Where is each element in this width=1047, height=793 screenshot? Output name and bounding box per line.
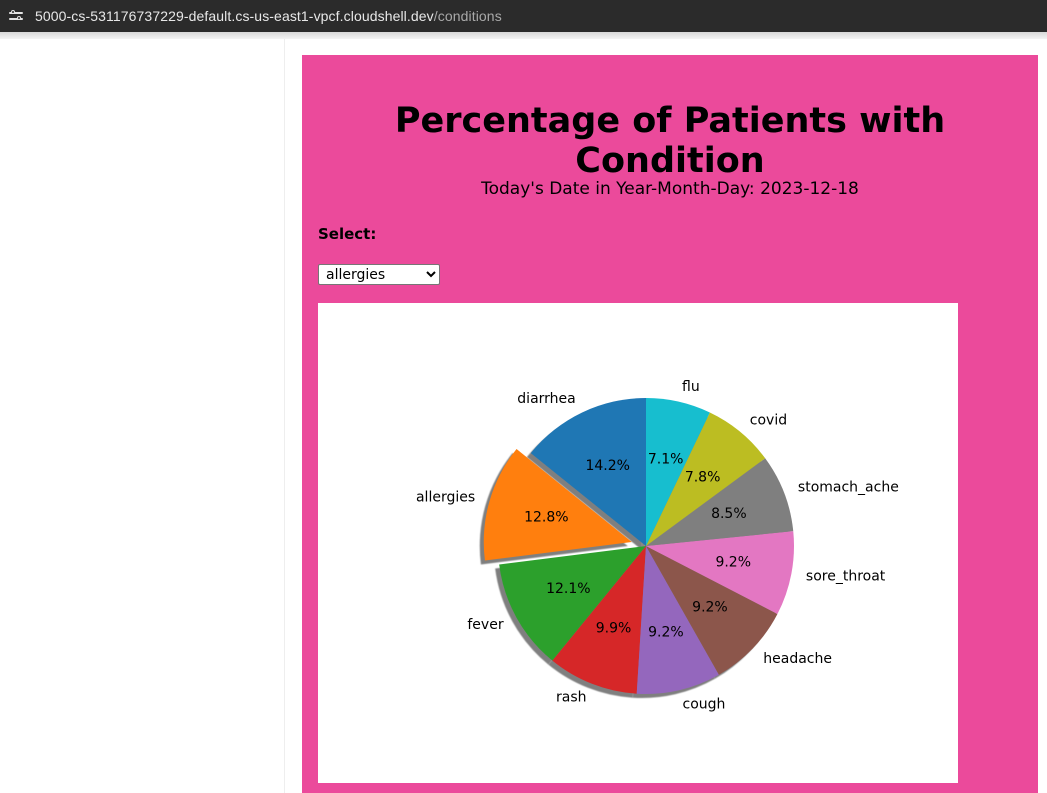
pie-slice-diarrhea [530,398,646,546]
page-divider [284,39,285,793]
pie-slice-cough [636,546,719,694]
select-label: Select: [318,225,377,243]
pie-category-label-cough: cough [683,697,726,713]
pie-category-label-diarrhea: diarrhea [517,391,575,407]
pie-category-label-allergies: allergies [416,490,475,506]
pie-slice-covid [646,412,766,546]
condition-select[interactable]: allergies [318,264,440,285]
pie-category-label-rash: rash [556,690,587,706]
pie-category-label-flu: flu [682,379,700,395]
pie-pct-label-flu: 7.1% [648,451,684,467]
pie-pct-label-cough: 9.2% [648,625,684,641]
tune-icon[interactable] [9,10,23,22]
pie-chart-panel: 14.2% 12.8% 12.1% 9.9% 9.2% 9.2% 9.2% 8.5% 7.8% 7… [318,303,958,783]
pie-slice-fever [499,546,646,661]
pie-pct-label-fever: 12.1% [546,581,590,597]
pie-category-label-headache: headache [763,651,832,667]
pie-pct-label-rash: 9.9% [596,621,632,637]
pie-category-label-fever: fever [467,617,503,633]
pie-category-label-covid: covid [750,413,787,429]
browser-toolbar-shadow [0,32,1047,39]
page-title: Percentage of Patients with Condition [394,101,946,181]
pie-slice-flu [646,398,710,546]
pie-pct-label-allergies: 12.8% [524,510,568,526]
pie-pct-label-covid: 7.8% [685,470,721,486]
pie-slice-rash [552,546,646,694]
todays-date: Today's Date in Year-Month-Day: 2023-12-… [481,179,859,199]
conditions-card: Percentage of Patients with Condition To… [302,55,1038,793]
pie-pct-label-stomach-ache: 8.5% [711,506,747,522]
pie-pct-label-diarrhea: 14.2% [585,458,629,474]
pie-pct-label-sore-throat: 9.2% [715,555,751,571]
pie-category-label-sore-throat: sore_throat [806,569,886,585]
pie-slice-sore-throat [646,531,794,615]
url-host: 5000-cs-531176737229-default.cs-us-east1… [35,8,434,24]
pie-category-label-stomach-ache: stomach_ache [798,479,899,495]
pie-slice-headache [646,546,778,675]
pie-chart: 14.2% 12.8% 12.1% 9.9% 9.2% 9.2% 9.2% 8.5% 7.8%7… [416,379,899,713]
pie-slice-stomach-ache [646,458,794,546]
url-path: /conditions [433,8,502,24]
pie-slice-allergies [483,449,632,561]
url-text[interactable]: 5000-cs-531176737229-default.cs-us-east1… [35,8,502,24]
browser-address-bar[interactable]: 5000-cs-531176737229-default.cs-us-east1… [0,0,1047,32]
pie-pct-label-headache: 9.2% [692,600,728,616]
